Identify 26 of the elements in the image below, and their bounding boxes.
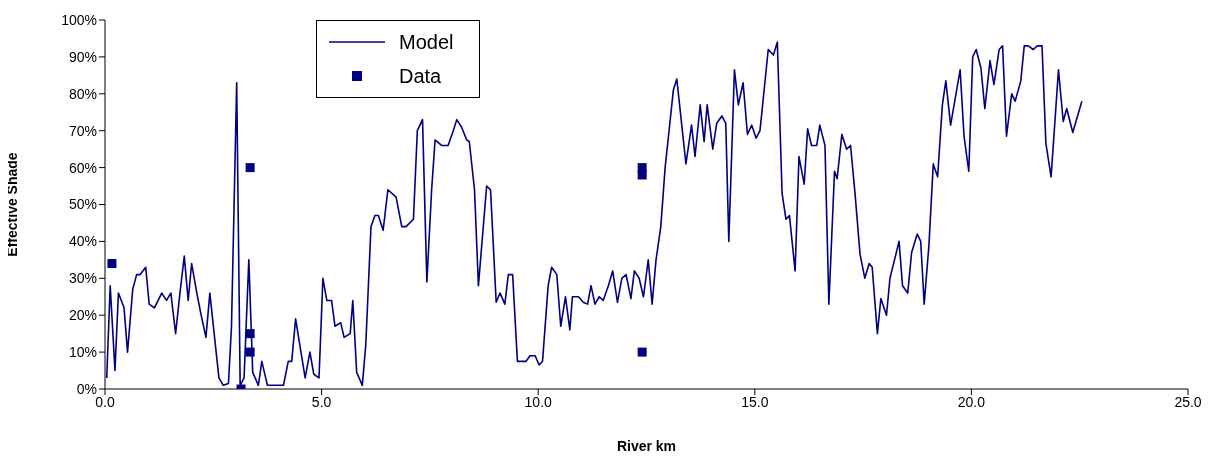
- x-axis-title: River km: [616, 438, 677, 454]
- x-tick-label: 20.0: [957, 393, 986, 410]
- y-tick-label: 60%: [68, 159, 97, 176]
- y-tick-label: 80%: [68, 85, 97, 102]
- y-tick-label: 70%: [68, 122, 97, 139]
- y-tick-label: 0%: [76, 380, 97, 397]
- x-tick-label: 0.0: [95, 393, 115, 410]
- y-tick-label: 90%: [68, 48, 97, 65]
- point: [245, 163, 255, 173]
- y-tick-label: 100%: [61, 11, 97, 28]
- point: [245, 329, 255, 339]
- point: [637, 170, 647, 180]
- y-tick-label: 20%: [68, 307, 97, 324]
- point: [245, 347, 255, 357]
- x-tick-label: 10.0: [524, 393, 553, 410]
- y-tick-label: 40%: [68, 233, 97, 250]
- y-tick-label: 10%: [68, 344, 97, 361]
- point: [637, 347, 647, 357]
- x-tick-label: 15.0: [741, 393, 769, 410]
- x-tick-label: 5.0: [311, 393, 332, 410]
- legend-label: Data: [399, 64, 442, 88]
- y-tick-label: 50%: [68, 196, 97, 213]
- point: [107, 259, 117, 269]
- x-tick-label: 25.0: [1174, 393, 1202, 410]
- legend-label: Model: [399, 30, 454, 54]
- y-tick-label: 30%: [68, 270, 97, 287]
